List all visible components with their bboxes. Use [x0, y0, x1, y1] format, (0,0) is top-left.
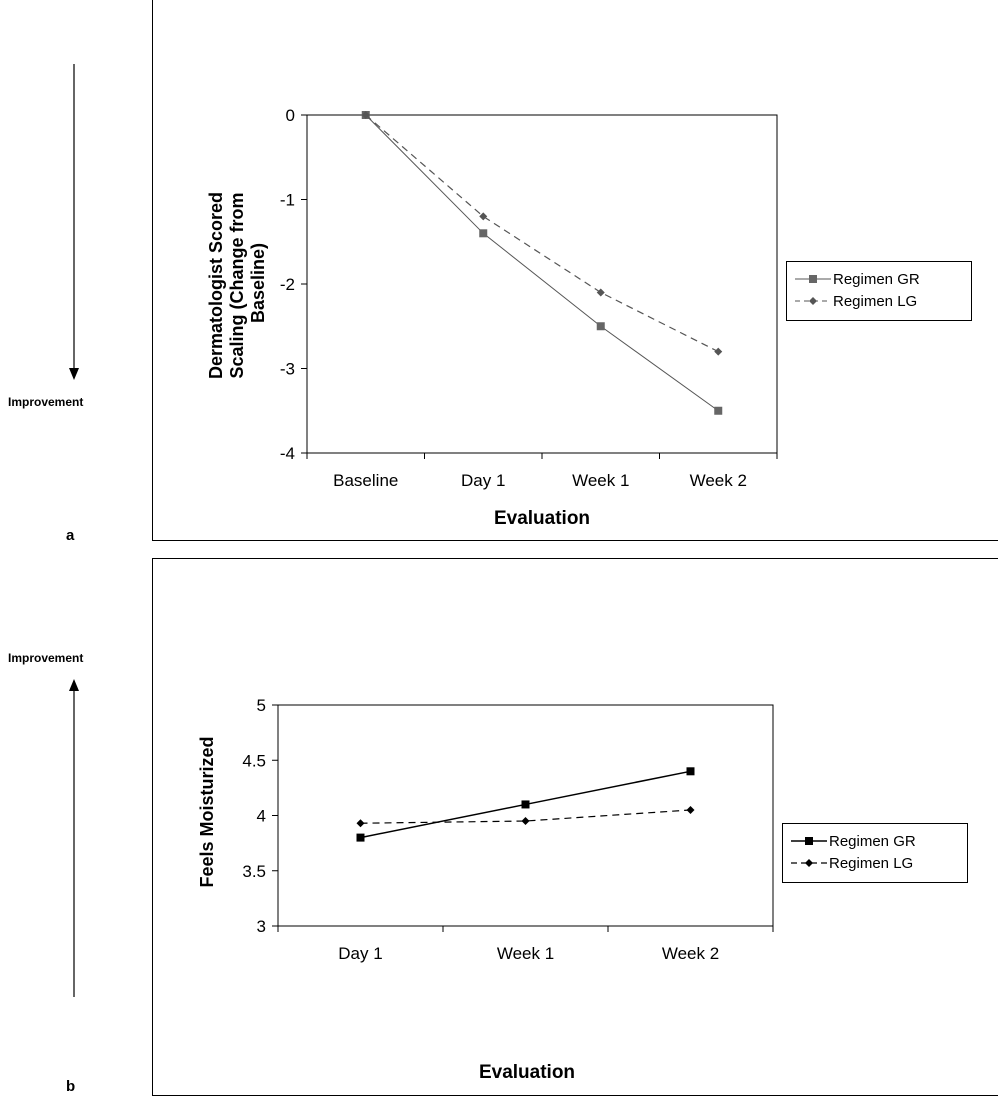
- y-axis-title-a-line1: Dermatologist Scored: [206, 192, 226, 379]
- a-x-tick-label: Day 1: [461, 471, 505, 490]
- b-point-regimen-lg: [521, 817, 530, 826]
- y-axis-title-b: Feels Moisturized: [197, 736, 217, 887]
- improvement-arrow-b: [69, 679, 79, 997]
- a-x-tick-label: Week 1: [572, 471, 629, 490]
- a-y-tick-label: -2: [280, 275, 295, 294]
- a-point-regimen-lg: [596, 288, 605, 297]
- b-y-tick-label: 5: [257, 696, 266, 715]
- b-point-regimen-lg: [356, 819, 365, 828]
- panel-letter-b: b: [66, 1078, 76, 1095]
- a-point-regimen-lg: [714, 347, 723, 356]
- y-axis-title-a-line2: Scaling (Change from: [227, 192, 247, 378]
- a-point-regimen-lg: [361, 111, 370, 119]
- b-x-tick-label: Week 1: [497, 944, 554, 963]
- legend-label-regimen-gr-a: Regimen GR: [833, 271, 920, 288]
- improvement-label-b: Improvement: [8, 651, 84, 665]
- plot-area-b: [277, 704, 774, 927]
- legend-item-regimen-lg-b: Regimen LG: [783, 852, 967, 874]
- legend-label-regimen-lg-a: Regimen LG: [833, 293, 918, 310]
- chart-a: 0 -1 -2 -3 -4 Baseline Day 1 Week 1 Week 2 Eval…: [206, 106, 778, 529]
- a-point-regimen-gr: [479, 229, 488, 238]
- y-axis-title-a-line3: Baseline): [248, 243, 268, 323]
- legend-item-regimen-gr-b: Regimen GR: [783, 830, 967, 852]
- y-axis-title-a: Dermatologist Scored Scaling (Change fro…: [206, 187, 268, 379]
- legend-item-regimen-lg-a: Regimen LG: [787, 290, 971, 312]
- a-y-tick-label: -1: [280, 191, 295, 210]
- b-y-tick-label: 3: [257, 917, 266, 936]
- a-x-tick-label: Baseline: [333, 471, 398, 490]
- b-y-tick-label: 3.5: [242, 862, 266, 881]
- legend-label-regimen-lg-b: Regimen LG: [829, 855, 914, 872]
- b-point-regimen-lg: [686, 805, 695, 814]
- legend-item-regimen-gr-a: Regimen GR: [787, 268, 971, 290]
- legend-b: Regimen GR Regimen LG: [782, 823, 968, 883]
- a-series-line-regimen-lg: [365, 114, 719, 353]
- a-y-tick-label: -3: [280, 360, 295, 379]
- b-point-regimen-gr: [686, 767, 695, 776]
- a-point-regimen-gr: [596, 322, 605, 331]
- a-point-regimen-gr: [714, 406, 723, 415]
- improvement-label-a: Improvement: [8, 395, 84, 409]
- b-y-tick-label: 4: [257, 807, 266, 826]
- x-axis-title-b: Evaluation: [479, 1062, 575, 1083]
- b-x-tick-label: Day 1: [338, 944, 382, 963]
- a-series-line-regimen-gr: [365, 114, 719, 412]
- x-axis-title-a: Evaluation: [494, 508, 590, 529]
- a-point-regimen-lg: [479, 212, 488, 221]
- a-x-tick-label: Week 2: [690, 471, 747, 490]
- b-point-regimen-gr: [356, 833, 365, 842]
- a-y-tick-label: -4: [280, 444, 295, 463]
- b-point-regimen-gr: [521, 800, 530, 809]
- legend-label-regimen-gr-b: Regimen GR: [829, 833, 916, 850]
- panel-letter-a: a: [66, 527, 75, 544]
- b-x-tick-label: Week 2: [662, 944, 719, 963]
- a-y-tick-label: 0: [286, 106, 295, 125]
- improvement-arrow-a: [69, 64, 79, 380]
- legend-a: Regimen GR Regimen LG: [786, 261, 972, 321]
- b-y-tick-label: 4.5: [242, 751, 266, 770]
